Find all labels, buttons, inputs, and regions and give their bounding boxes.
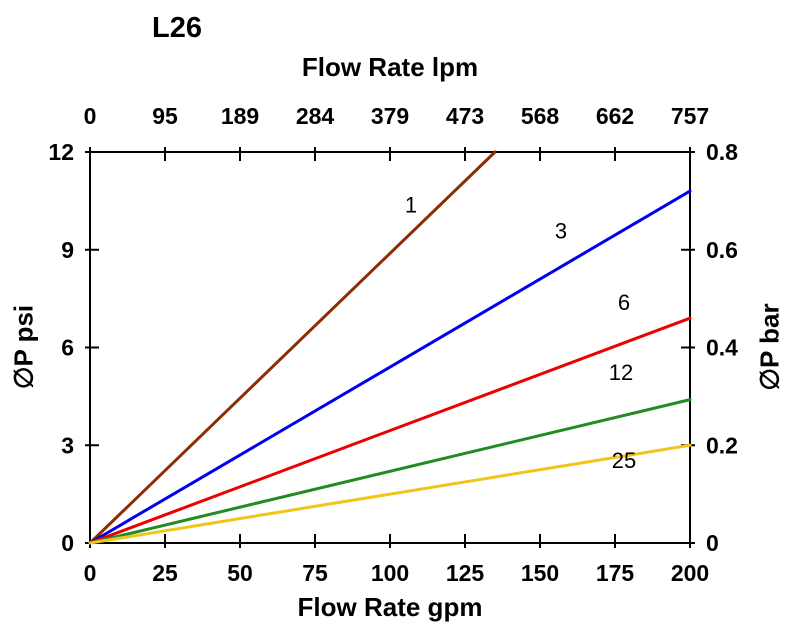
x-tick-label-lpm: 757	[671, 103, 709, 129]
y-tick-label-psi: 12	[48, 139, 74, 165]
series-label-25: 25	[612, 448, 636, 473]
x-tick-label-gpm: 175	[596, 560, 635, 586]
x-tick-label-lpm: 95	[152, 103, 178, 129]
x-tick-label-lpm: 0	[84, 103, 97, 129]
x-tick-label-gpm: 0	[84, 560, 97, 586]
y-tick-label-psi: 6	[61, 335, 74, 361]
y-tick-label-psi: 9	[61, 237, 74, 263]
bottom-axis-label: Flow Rate gpm	[297, 592, 483, 622]
series-line-3	[88, 189, 692, 545]
x-tick-label-gpm: 125	[446, 560, 485, 586]
x-tick-label-lpm: 473	[446, 103, 484, 129]
series-line-12	[88, 398, 692, 545]
plot-border	[89, 151, 691, 544]
x-tick-label-gpm: 75	[302, 560, 328, 586]
y-tick-label-bar: 0	[706, 530, 719, 556]
series-label-3: 3	[555, 218, 567, 243]
x-tick-label-gpm: 100	[371, 560, 409, 586]
left-axis-label: ∅P psi	[8, 304, 39, 390]
x-tick-label-lpm: 284	[296, 103, 335, 129]
y-tick-label-bar: 0.2	[706, 432, 738, 458]
series-line-25	[88, 443, 692, 545]
series-label-1: 1	[405, 192, 417, 217]
series-label-12: 12	[609, 360, 633, 385]
y-tick-label-bar: 0.4	[706, 335, 738, 361]
series-label-6: 6	[618, 290, 630, 315]
x-tick-label-lpm: 189	[221, 103, 259, 129]
x-tick-label-gpm: 150	[521, 560, 559, 586]
x-tick-label-gpm: 200	[671, 560, 709, 586]
x-tick-label-lpm: 662	[596, 103, 634, 129]
top-axis-label: Flow Rate lpm	[301, 52, 479, 82]
y-tick-label-psi: 3	[61, 432, 74, 458]
x-tick-label-gpm: 50	[227, 560, 253, 586]
x-tick-label-lpm: 379	[371, 103, 409, 129]
x-tick-label-lpm: 568	[521, 103, 560, 129]
y-tick-label-bar: 0.6	[706, 237, 738, 263]
x-tick-label-gpm: 25	[152, 560, 178, 586]
y-tick-label-bar: 0.8	[706, 139, 738, 165]
right-axis-label: ∅P bar	[754, 303, 785, 391]
series-line-1	[88, 150, 497, 545]
y-tick-label-psi: 0	[61, 530, 74, 556]
chart-title: L26	[152, 12, 202, 44]
series-line-6	[88, 316, 692, 545]
